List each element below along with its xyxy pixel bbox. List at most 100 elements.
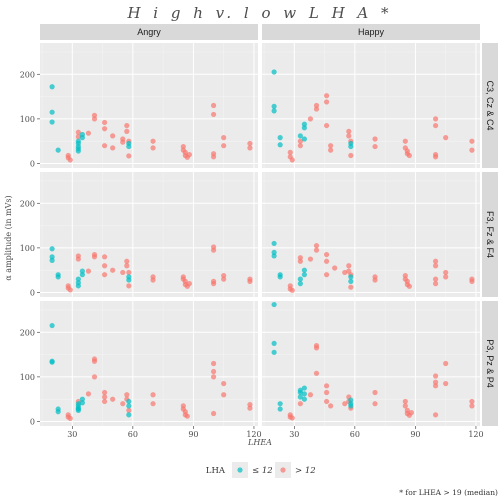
data-point-low — [55, 409, 61, 415]
column-strip-0 — [40, 24, 258, 40]
data-point-low — [297, 281, 303, 287]
chart-caption: * for LHEA > 19 (median) — [399, 488, 498, 497]
data-point-high — [432, 281, 439, 287]
y-tick-label: 100 — [20, 373, 35, 382]
data-point-high — [210, 247, 217, 253]
data-point-high — [91, 358, 98, 364]
data-point-high — [372, 143, 378, 150]
data-point-low — [277, 274, 283, 280]
data-point-low — [301, 385, 307, 391]
data-point-high — [328, 403, 334, 409]
y-axis-title: α amplitude (in mVs) — [4, 195, 13, 280]
panels-layer: Angry Happy C3, Cz & C4 F3, Fz & F4 P3, Pz &… — [20, 24, 498, 439]
data-point-high — [432, 122, 439, 129]
data-point-high — [443, 269, 449, 276]
data-point-high — [221, 380, 227, 387]
data-point-high — [110, 145, 116, 151]
data-point-high — [323, 398, 330, 405]
data-point-low — [75, 283, 81, 289]
x-tick-label: 30 — [67, 430, 77, 439]
data-point-high — [313, 102, 320, 109]
data-point-low — [271, 301, 277, 308]
column-strip-label-0: Angry — [137, 27, 161, 37]
row-strip-0 — [482, 43, 498, 168]
data-point-low — [348, 403, 354, 409]
data-point-high — [443, 360, 449, 367]
data-point-low — [301, 125, 307, 131]
data-point-low — [79, 135, 85, 141]
data-point-high — [289, 415, 295, 421]
data-point-high — [323, 272, 330, 278]
row-strip-2 — [482, 301, 498, 426]
legend-label-high: > 12 — [295, 466, 316, 476]
data-point-high — [372, 389, 378, 396]
data-point-low — [79, 272, 85, 278]
data-point-low — [75, 276, 81, 282]
data-point-low — [126, 277, 132, 283]
data-point-high — [150, 392, 156, 398]
data-point-high — [210, 410, 217, 417]
data-point-low — [126, 398, 132, 405]
data-point-high — [210, 374, 217, 380]
data-point-high — [221, 143, 227, 149]
data-point-high — [124, 258, 130, 264]
data-point-high — [91, 112, 98, 118]
data-point-high — [247, 401, 253, 408]
data-point-high — [75, 129, 81, 135]
data-point-low — [348, 278, 354, 284]
data-point-low — [271, 249, 277, 255]
column-strip-1 — [262, 24, 480, 40]
data-point-high — [432, 379, 439, 385]
data-point-high — [221, 392, 227, 398]
data-point-high — [342, 401, 348, 407]
data-point-high — [247, 140, 253, 147]
x-axis-title: LHEA — [247, 438, 272, 447]
y-tick-label: 0 — [30, 418, 35, 427]
data-point-low — [348, 274, 354, 280]
data-point-low — [49, 246, 55, 252]
data-point-high — [150, 277, 156, 283]
y-tick-label: 0 — [30, 160, 35, 169]
data-point-low — [271, 69, 277, 75]
data-point-high — [210, 154, 217, 160]
data-point-low — [271, 103, 277, 109]
data-point-high — [101, 398, 108, 405]
row-strip-label-2: P3, Pz & P4 — [485, 339, 495, 388]
data-point-high — [469, 398, 475, 405]
data-point-high — [402, 398, 408, 405]
data-point-high — [432, 263, 439, 269]
data-point-high — [323, 122, 330, 129]
data-point-high — [150, 138, 156, 144]
data-point-high — [124, 263, 130, 269]
data-point-high — [75, 134, 81, 140]
data-point-low — [126, 403, 132, 409]
data-point-low — [297, 394, 303, 400]
data-point-low — [271, 108, 277, 114]
column-strip-label-1: Happy — [358, 27, 385, 37]
data-point-low — [348, 397, 354, 403]
data-point-high — [101, 143, 108, 149]
data-point-high — [297, 401, 303, 407]
data-point-low — [75, 148, 81, 154]
legend-title: LHA — [206, 466, 226, 476]
data-point-high — [247, 405, 253, 411]
data-point-high — [126, 153, 132, 159]
data-point-high — [120, 139, 126, 145]
data-point-high — [126, 283, 132, 289]
data-point-high — [406, 283, 412, 289]
data-point-high — [85, 130, 92, 136]
data-point-high — [210, 111, 217, 118]
data-point-high — [313, 247, 320, 253]
data-point-low — [126, 412, 132, 418]
data-point-high — [91, 254, 98, 260]
data-point-high — [323, 389, 330, 396]
data-point-high — [221, 276, 227, 282]
data-point-high — [124, 128, 130, 134]
data-point-high — [432, 383, 439, 389]
legend-label-low: ≤ 12 — [252, 466, 273, 476]
data-point-high — [67, 157, 73, 163]
data-point-high — [247, 278, 253, 284]
data-point-high — [432, 276, 439, 282]
data-point-high — [323, 383, 330, 389]
data-point-high — [150, 145, 156, 151]
